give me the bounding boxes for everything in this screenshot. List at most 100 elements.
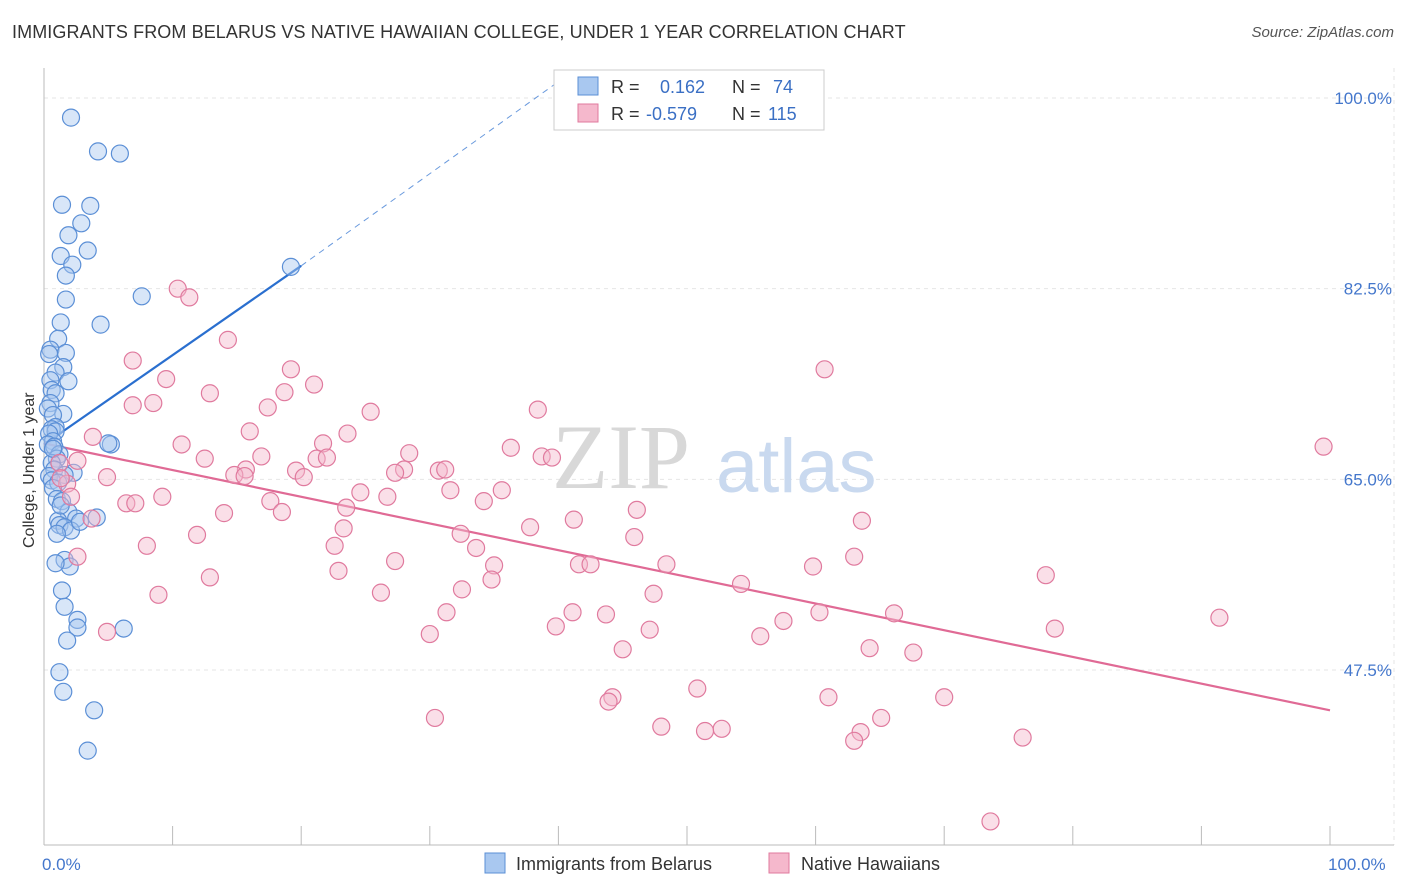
- hawaiian-point-22: [400, 444, 419, 463]
- hawaiian-point-87: [596, 605, 616, 624]
- x-tick-label-max: 100.0%: [1328, 855, 1386, 874]
- hawaiian-point-114: [652, 717, 671, 736]
- stats-legend: R = 0.162 N = 74 R = -0.579 N = 115: [553, 69, 825, 131]
- trend-lines: [43, 81, 1331, 712]
- hawaiian-point-20: [501, 438, 520, 457]
- hawaiian-point-108: [695, 721, 715, 741]
- belarus-point-70: [78, 741, 97, 760]
- belarus-point-1: [88, 142, 108, 161]
- hawaiian-point-43: [441, 481, 460, 500]
- axes: [43, 68, 1394, 846]
- hawaiian-point-82: [452, 580, 472, 599]
- hawaiian-point-65: [137, 536, 156, 555]
- legend-swatch-hawaiian: [768, 852, 790, 874]
- hawaiian-point-51: [474, 492, 493, 511]
- belarus-point-37: [99, 434, 118, 453]
- hawaiian-point-8: [200, 384, 219, 403]
- hawaiian-point-15: [240, 422, 259, 441]
- hawaiian-point-46: [492, 481, 511, 500]
- belarus-point-67: [50, 663, 69, 682]
- hawaiian-point-11: [144, 393, 163, 413]
- hawaiian-point-101: [688, 679, 707, 698]
- y-tick-label-0: 47.5%: [1344, 661, 1392, 680]
- hawaiian-point-28: [542, 448, 562, 467]
- hawaiian-point-83: [149, 585, 168, 604]
- hawaiian-point-81: [371, 583, 391, 602]
- hawaiian-point-110: [872, 708, 891, 728]
- belarus-point-62: [55, 597, 74, 616]
- y-tick-label-1: 65.0%: [1344, 470, 1392, 489]
- hawaiian-point-98: [860, 639, 879, 658]
- hawaiian-point-95: [1045, 619, 1064, 638]
- hawaiian-point-105: [599, 692, 618, 711]
- hawaiian-point-68: [68, 547, 87, 566]
- chart-title: IMMIGRANTS FROM BELARUS VS NATIVE HAWAII…: [12, 22, 906, 42]
- belarus-point-73: [70, 512, 90, 531]
- belarus-point-60: [60, 557, 79, 576]
- belarus-point-2: [110, 144, 129, 163]
- hawaiian-point-67: [466, 538, 486, 558]
- hawaiian-point-5: [815, 360, 834, 379]
- stats-swatch-belarus: [577, 76, 599, 96]
- hawaiian-point-6: [157, 369, 176, 389]
- stats-r-value-belarus: 0.162: [660, 77, 705, 97]
- belarus-point-74: [46, 554, 65, 573]
- hawaiian-point-59: [61, 487, 81, 506]
- hawaiian-point-77: [200, 568, 219, 587]
- belarus-point-64: [68, 618, 87, 637]
- belarus-point-61: [52, 581, 72, 600]
- hawaiian-point-64: [625, 527, 644, 547]
- x-tick-label-min: 0.0%: [42, 855, 81, 874]
- hawaiian-point-78: [482, 570, 501, 589]
- hawaiian-point-52: [214, 504, 234, 523]
- hawaiian-point-42: [51, 469, 70, 488]
- hawaiian-point-21: [1314, 437, 1333, 456]
- series-belarus-points: [38, 108, 301, 760]
- hawaiian-point-1: [180, 288, 199, 307]
- hawaiian-point-17: [83, 427, 102, 446]
- hawaiian-point-36: [385, 463, 405, 482]
- watermark-atlas: atlas: [716, 424, 877, 509]
- belarus-point-5: [72, 214, 91, 233]
- hawaiian-point-112: [981, 812, 1000, 831]
- hawaiian-point-74: [803, 557, 823, 576]
- hawaiian-point-85: [437, 603, 456, 622]
- trend-line-hawaiian: [43, 442, 1331, 712]
- hawaiian-point-2: [218, 330, 237, 349]
- hawaiian-point-107: [712, 719, 731, 738]
- hawaiian-point-56: [564, 510, 583, 529]
- y-tick-labels: 47.5% 65.0% 82.5% 100.0%: [1334, 89, 1392, 680]
- hawaiian-point-60: [334, 519, 353, 538]
- stats-n-label-belarus: N =: [732, 77, 761, 97]
- hawaiian-point-63: [187, 525, 207, 544]
- hawaiian-point-96: [420, 624, 439, 644]
- hawaiian-point-14: [528, 400, 547, 419]
- hawaiian-point-54: [337, 498, 356, 517]
- belarus-point-3: [52, 195, 72, 214]
- hawaiian-point-93: [97, 622, 117, 641]
- hawaiian-point-4: [281, 360, 301, 379]
- source-label: Source: ZipAtlas.com: [1251, 24, 1394, 41]
- hawaiian-point-75: [485, 556, 504, 575]
- legend-label-hawaiian: Native Hawaiians: [801, 854, 940, 874]
- hawaiian-point-61: [521, 518, 540, 537]
- hawaiian-point-31: [236, 460, 256, 479]
- hawaiian-point-16: [338, 424, 357, 443]
- hawaiian-point-97: [751, 627, 770, 646]
- legend-label-belarus: Immigrants from Belarus: [516, 854, 712, 874]
- hawaiian-point-50: [126, 494, 145, 513]
- belarus-point-69: [85, 701, 104, 720]
- belarus-point-14: [91, 315, 110, 334]
- belarus-point-13: [56, 290, 75, 309]
- hawaiian-point-104: [935, 688, 954, 707]
- hawaiian-point-113: [845, 731, 864, 750]
- belarus-point-63: [68, 610, 87, 629]
- series-legend: Immigrants from Belarus Native Hawaiians: [484, 852, 940, 874]
- hawaiian-point-35: [436, 460, 455, 479]
- belarus-point-10: [56, 266, 75, 285]
- belarus-point-11: [281, 257, 301, 276]
- hawaiian-point-102: [819, 688, 838, 707]
- hawaiian-point-23: [252, 447, 271, 466]
- hawaiian-point-45: [378, 487, 397, 506]
